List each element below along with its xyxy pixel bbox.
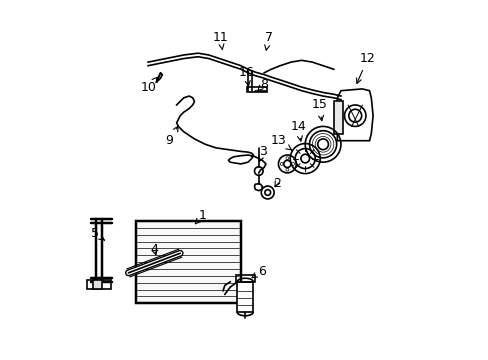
Bar xyxy=(237,282,253,312)
Bar xyxy=(93,280,102,289)
Text: 15: 15 xyxy=(311,99,327,121)
Text: 14: 14 xyxy=(289,120,305,141)
Polygon shape xyxy=(337,89,372,141)
Text: 11: 11 xyxy=(212,31,227,49)
Bar xyxy=(87,280,110,289)
Text: 7: 7 xyxy=(264,31,272,50)
Text: 3: 3 xyxy=(258,145,266,162)
Text: 8: 8 xyxy=(257,78,267,91)
Bar xyxy=(333,102,342,134)
Text: 4: 4 xyxy=(150,243,158,256)
Text: 5: 5 xyxy=(91,227,104,240)
Text: 10: 10 xyxy=(141,77,157,94)
Text: 16: 16 xyxy=(238,66,254,86)
Text: 1: 1 xyxy=(195,209,206,224)
Bar xyxy=(235,275,255,282)
Text: 9: 9 xyxy=(165,126,178,147)
Bar xyxy=(247,87,266,93)
Text: 12: 12 xyxy=(356,52,375,84)
Text: 6: 6 xyxy=(251,265,265,278)
Text: 2: 2 xyxy=(272,177,280,190)
Bar xyxy=(135,221,241,303)
Text: 13: 13 xyxy=(270,134,291,150)
